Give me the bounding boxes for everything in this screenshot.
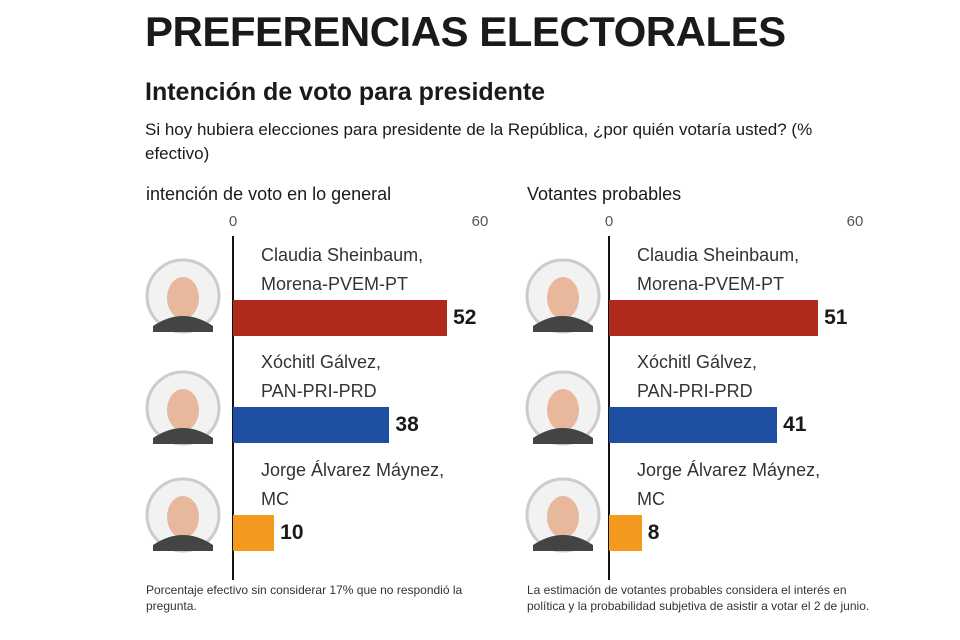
category-label: Xóchitl Gálvez, PAN-PRI-PRD	[261, 352, 382, 401]
bar	[233, 515, 275, 551]
question: Si hoy hubiera elecciones para president…	[145, 120, 813, 163]
subtitle: Intención de voto para presidente	[145, 78, 546, 106]
note: Porcentaje efectivo sin considerar 17% q…	[146, 583, 463, 613]
category-label: Claudia Sheinbaum, Morena-PVEM-PT	[261, 245, 424, 294]
bar	[233, 300, 448, 336]
chart-title: Votantes probables	[527, 184, 682, 204]
value-label: 10	[280, 521, 304, 544]
value-label: 51	[824, 306, 848, 329]
bar	[233, 407, 390, 443]
note: La estimación de votantes probables cons…	[527, 583, 870, 613]
x-tick-label: 60	[471, 213, 489, 230]
value-label: 52	[453, 306, 477, 329]
x-tick-label: 0	[604, 213, 614, 230]
value-label: 41	[783, 413, 807, 436]
bar	[609, 407, 778, 443]
title: PREFERENCIAS ELECTORALES	[145, 8, 786, 55]
value-label: 38	[395, 413, 419, 436]
bar	[609, 515, 642, 551]
category-label: Claudia Sheinbaum, Morena-PVEM-PT	[637, 245, 800, 294]
chart-title: intención de voto en lo general	[146, 184, 392, 204]
category-label: Jorge Álvarez Máynez, MC	[637, 460, 821, 509]
value-label: 8	[647, 521, 660, 544]
x-tick-label: 60	[846, 213, 864, 230]
category-label: Jorge Álvarez Máynez, MC	[261, 460, 445, 509]
bar	[609, 300, 819, 336]
category-label: Xóchitl Gálvez, PAN-PRI-PRD	[637, 352, 758, 401]
x-tick-label: 0	[228, 213, 238, 230]
